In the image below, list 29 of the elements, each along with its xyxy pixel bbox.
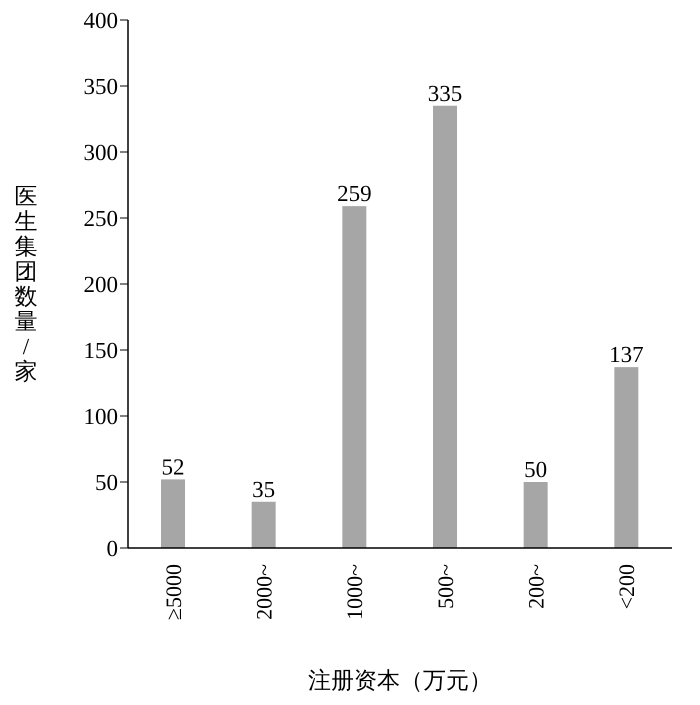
bar bbox=[252, 502, 276, 548]
y-axis-title: 医生集团数量/家 bbox=[14, 184, 38, 384]
bar bbox=[524, 482, 548, 548]
y-tick-label: 350 bbox=[84, 74, 118, 100]
x-tick-label: 2000~ bbox=[252, 564, 276, 620]
x-tick-label: 500~ bbox=[432, 564, 458, 609]
data-label: 52 bbox=[162, 454, 184, 480]
x-tick-label: ≥5000 bbox=[160, 564, 186, 620]
x-tick-label: 200~ bbox=[524, 564, 548, 609]
x-axis-title: 注册资本（万元） bbox=[308, 668, 492, 693]
y-tick-label: 50 bbox=[95, 470, 118, 496]
y-tick-label: 250 bbox=[84, 206, 118, 232]
x-tick-label: <200 bbox=[614, 564, 640, 610]
y-tick-label: 200 bbox=[84, 272, 118, 298]
data-label: 137 bbox=[609, 342, 644, 368]
data-label: 335 bbox=[428, 80, 462, 106]
data-label: 259 bbox=[337, 181, 372, 206]
y-tick-label: 400 bbox=[84, 8, 118, 34]
bar bbox=[161, 479, 185, 548]
y-tick-label: 0 bbox=[106, 536, 118, 562]
bar bbox=[614, 367, 638, 548]
y-tick-label: 300 bbox=[84, 140, 118, 166]
bar bbox=[433, 106, 457, 548]
data-label: 35 bbox=[252, 476, 276, 502]
bar bbox=[342, 206, 366, 548]
y-tick-label: 100 bbox=[84, 404, 118, 430]
data-label: 50 bbox=[524, 457, 548, 482]
y-tick-label: 150 bbox=[84, 338, 118, 364]
x-tick-label: 1000~ bbox=[342, 564, 368, 620]
